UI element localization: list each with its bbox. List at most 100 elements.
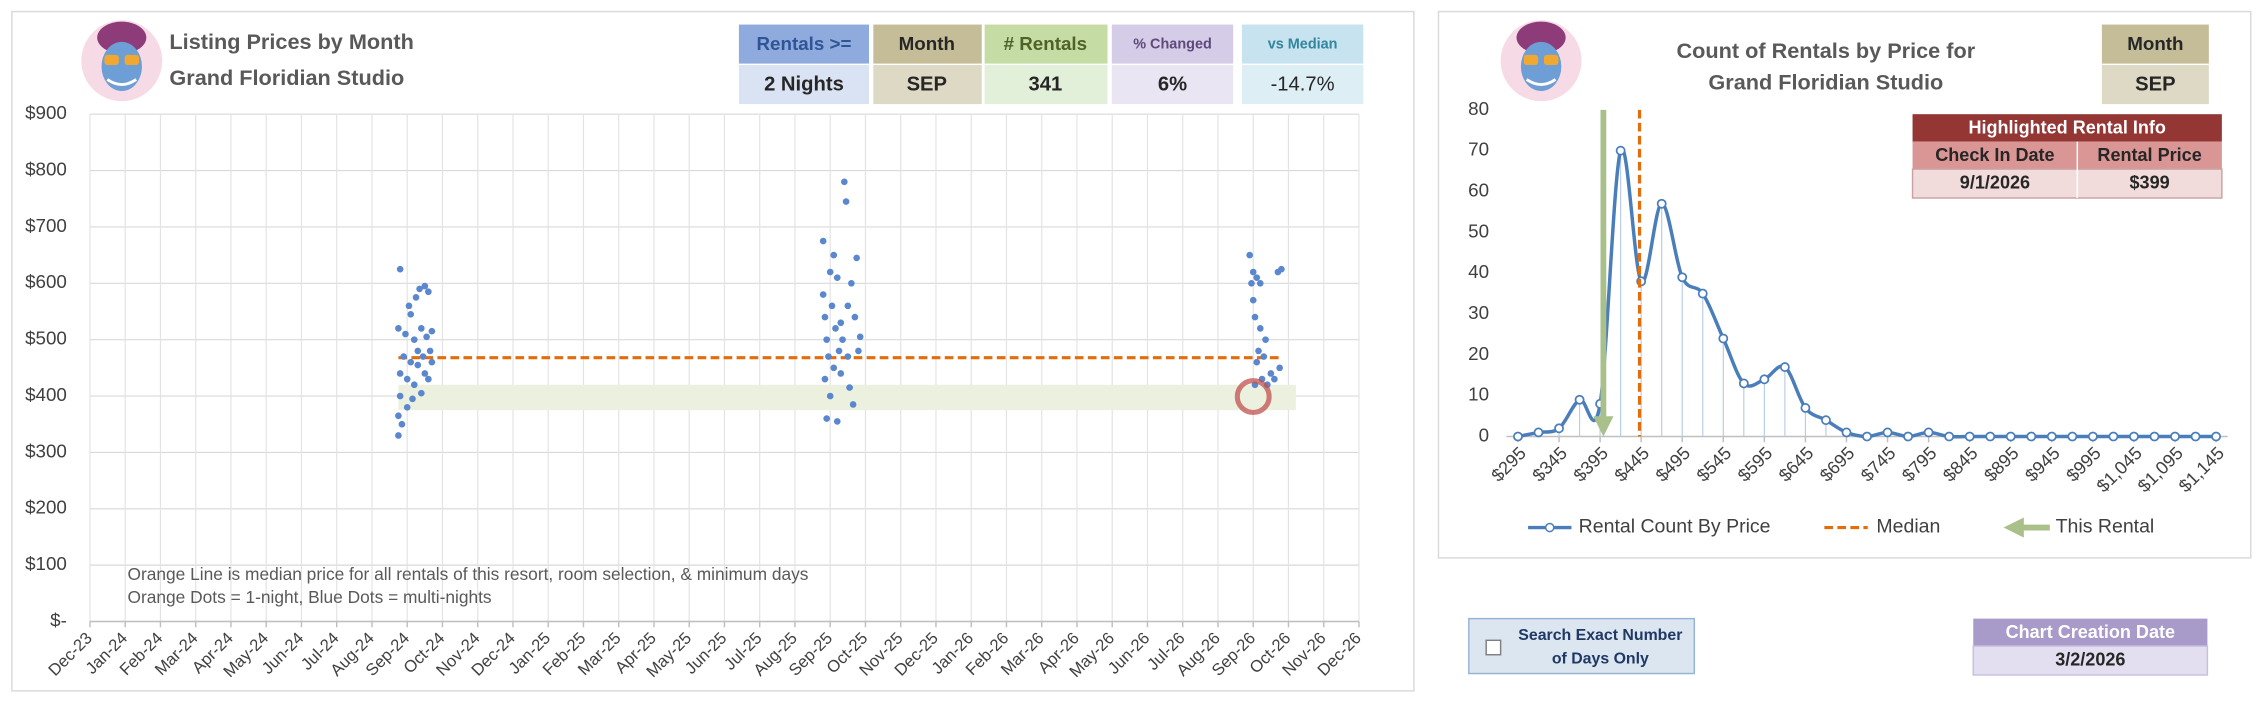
mascot-icon: [1500, 20, 1582, 102]
y-tick-label: 50: [1468, 220, 1489, 241]
y-tick-label: $900: [25, 102, 67, 123]
legend-label: Rental Count By Price: [1579, 516, 1771, 538]
scatter-point: [419, 353, 427, 360]
scatter-point: [403, 375, 411, 383]
point-marker: [1903, 431, 1913, 442]
header-cards: Rentals >= 2 Nights Month SEP # Rentals …: [738, 24, 1364, 105]
scatter-point: [402, 330, 409, 338]
table-title: Highlighted Rental Info: [1968, 117, 2166, 137]
scatter-point: [821, 375, 829, 383]
scatter-point: [405, 302, 413, 310]
option-box: [1468, 617, 1696, 675]
chart-title: Listing Prices by Month: [169, 29, 413, 54]
option-label: Search Exact Number: [1518, 627, 1682, 644]
scatter-point: [396, 370, 404, 377]
card-value: 3/2/2026: [2055, 649, 2125, 669]
scatter-point: [396, 392, 404, 400]
scatter-point: [416, 285, 423, 293]
scatter-point: [417, 389, 425, 397]
point-marker: [1862, 431, 1872, 442]
month-card: Month SEP: [2101, 24, 2209, 105]
scatter-point: [823, 415, 831, 422]
card-value-bg: [1111, 65, 1234, 105]
card-label: Month: [2127, 33, 2183, 54]
scatter-point: [1249, 268, 1257, 276]
card-value: -14.7%: [1271, 74, 1335, 96]
scatter-point: [417, 325, 425, 332]
table-header: Rental Price: [2097, 145, 2201, 165]
scatter-point: [833, 418, 841, 425]
y-tick-label: $400: [25, 384, 67, 405]
scatter-point: [414, 347, 422, 355]
card-value-bg: [1241, 65, 1364, 105]
scatter-point: [400, 353, 408, 360]
point-marker: [1779, 362, 1790, 372]
scatter-point: [819, 291, 827, 298]
scatter-point: [426, 347, 434, 355]
point-marker: [1841, 427, 1852, 438]
scatter-point: [840, 178, 848, 186]
scatter-point: [403, 403, 411, 411]
scatter-point: [837, 319, 845, 327]
legend-label: This Rental: [2056, 516, 2155, 538]
scatter-point: [835, 347, 843, 355]
card-value: 341: [1028, 74, 1062, 96]
scatter-point: [410, 336, 418, 343]
y-tick-label: $700: [25, 215, 67, 236]
y-tick-label: $300: [25, 440, 67, 461]
scatter-point: [410, 381, 418, 389]
point-marker: [1554, 423, 1564, 434]
y-tick-label: 60: [1468, 179, 1489, 200]
scatter-point: [821, 313, 829, 321]
table-header: Check In Date: [1935, 145, 2054, 165]
y-tick-label: 20: [1468, 343, 1489, 364]
search-option[interactable]: Search Exact Number of Days Only: [1468, 617, 1696, 675]
scatter-point: [839, 336, 846, 343]
point-marker: [2211, 431, 2221, 442]
scatter-point: [421, 282, 429, 290]
y-tick-label: $200: [25, 497, 67, 518]
scatter-point: [830, 364, 838, 372]
left-panel: [11, 10, 1415, 692]
point-marker: [2067, 431, 2078, 442]
card-value: SEP: [907, 74, 947, 96]
scatter-point: [425, 288, 432, 296]
scatter-point: [842, 198, 850, 205]
legend-marker: [1544, 522, 1555, 533]
scatter-point: [407, 310, 415, 318]
highlight-marker: [1234, 378, 1272, 416]
creation-date: Chart Creation Date 3/2/2026: [1972, 618, 2209, 676]
table-cell: $399: [2130, 172, 2170, 192]
y-tick-label: 70: [1468, 139, 1489, 160]
point-marker: [1759, 374, 1770, 385]
point-marker: [2046, 431, 2057, 442]
card-header-bg: [984, 24, 1108, 64]
scatter-point: [421, 370, 429, 377]
scatter-point: [398, 420, 406, 428]
scatter-point: [832, 325, 839, 332]
card-value: 2 Nights: [764, 74, 844, 96]
card-value-bg: [738, 65, 869, 105]
y-tick-label: $500: [25, 328, 67, 349]
table-row-bg: [1911, 168, 2223, 199]
scatter-point: [1276, 364, 1283, 372]
scatter-point: [1253, 358, 1261, 366]
scatter-point: [409, 395, 416, 403]
annotation: Orange Dots = 1-night, Blue Dots = multi…: [128, 587, 492, 607]
scatter-point: [856, 333, 864, 341]
scatter-point: [1248, 279, 1255, 287]
chart-title: Count of Rentals by Price for: [1677, 38, 1976, 63]
scatter-point: [848, 279, 855, 287]
point-marker: [1821, 415, 1831, 426]
card-header-bg: [1111, 24, 1234, 64]
card-label: Chart Creation Date: [2006, 622, 2175, 642]
card-value-bg: [984, 65, 1108, 105]
chart-subtitle: Grand Floridian Studio: [1708, 70, 1943, 95]
card-header-bg: [738, 24, 869, 64]
checkbox[interactable]: [1485, 639, 1502, 656]
point-marker: [2026, 431, 2037, 442]
scatter-point: [395, 412, 402, 420]
card-label: Month: [899, 33, 955, 54]
scatter-point: [407, 358, 415, 366]
scatter-point: [1251, 313, 1259, 321]
